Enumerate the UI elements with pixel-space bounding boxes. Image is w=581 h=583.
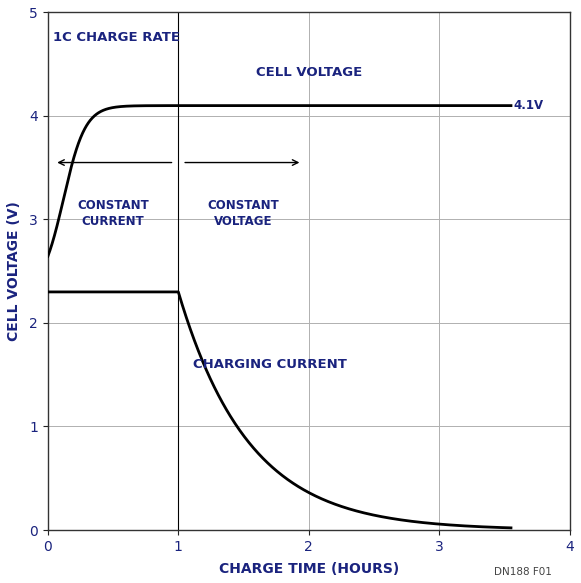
Text: CHARGING CURRENT: CHARGING CURRENT bbox=[193, 358, 347, 371]
Text: CONSTANT
CURRENT: CONSTANT CURRENT bbox=[77, 199, 149, 228]
Text: CONSTANT
VOLTAGE: CONSTANT VOLTAGE bbox=[207, 199, 279, 228]
Text: DN188 F01: DN188 F01 bbox=[494, 567, 552, 577]
Text: 4.1V: 4.1V bbox=[514, 99, 544, 112]
Text: 1C CHARGE RATE: 1C CHARGE RATE bbox=[53, 31, 180, 44]
X-axis label: CHARGE TIME (HOURS): CHARGE TIME (HOURS) bbox=[218, 562, 399, 576]
Text: CELL VOLTAGE: CELL VOLTAGE bbox=[256, 66, 362, 79]
Y-axis label: CELL VOLTAGE (V): CELL VOLTAGE (V) bbox=[7, 201, 21, 341]
